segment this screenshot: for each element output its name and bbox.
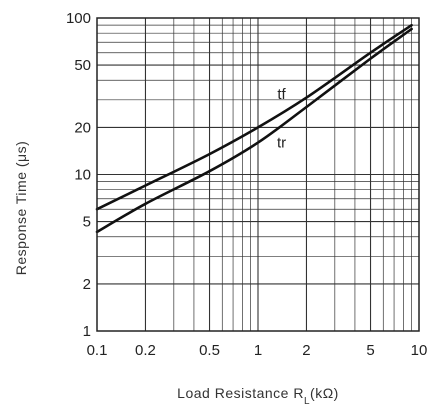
x-tick-label: 0.5 bbox=[199, 342, 220, 359]
x-tick-label: 5 bbox=[366, 342, 374, 359]
x-axis-title-subscript: L bbox=[304, 396, 310, 407]
y-axis-title: Response Time (μs) bbox=[13, 141, 29, 276]
y-tick-label: 50 bbox=[74, 57, 91, 74]
x-tick-label: 0.1 bbox=[87, 342, 108, 359]
x-tick-labels: 0.1 0.2 0.5 1 2 5 10 bbox=[87, 342, 428, 359]
x-tick-label: 2 bbox=[302, 342, 310, 359]
series-line-tr bbox=[95, 27, 413, 234]
x-tick-label: 10 bbox=[411, 342, 428, 359]
x-tick-label: 1 bbox=[254, 342, 262, 359]
series-line-tf bbox=[95, 23, 413, 211]
x-axis-title-main: Load Resistance R bbox=[177, 385, 304, 401]
y-tick-label: 10 bbox=[74, 167, 91, 184]
y-tick-label: 5 bbox=[83, 214, 91, 231]
series-labels: tf tr bbox=[277, 86, 287, 151]
y-tick-label: 100 bbox=[66, 10, 91, 27]
series-label-tf: tf bbox=[277, 86, 286, 103]
y-tick-label: 1 bbox=[83, 323, 91, 340]
series-label-tr: tr bbox=[277, 134, 286, 151]
grid bbox=[97, 18, 419, 331]
series-lines bbox=[95, 23, 413, 234]
y-tick-label: 2 bbox=[83, 276, 91, 293]
y-tick-labels: 1 2 5 10 20 50 100 bbox=[66, 10, 91, 340]
plot-frame bbox=[96, 17, 420, 332]
x-axis-title: Load Resistance RL(kΩ) bbox=[177, 385, 339, 407]
y-tick-label: 20 bbox=[74, 119, 91, 136]
x-tick-label: 0.2 bbox=[135, 342, 156, 359]
x-axis-title-unit: (kΩ) bbox=[310, 385, 339, 401]
